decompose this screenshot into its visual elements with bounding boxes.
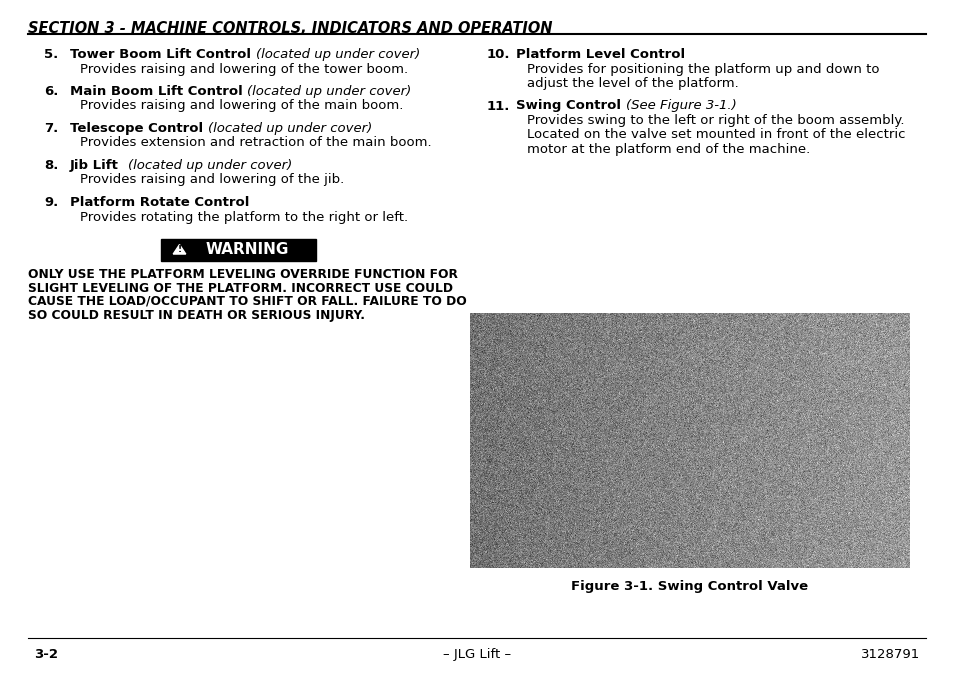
- Text: Swing Control: Swing Control: [516, 99, 625, 112]
- Text: Provides raising and lowering of the main boom.: Provides raising and lowering of the mai…: [80, 99, 403, 112]
- Text: Jib Lift: Jib Lift: [70, 159, 128, 172]
- Text: 5.: 5.: [44, 48, 58, 61]
- Polygon shape: [173, 245, 186, 254]
- Text: Provides for positioning the platform up and down to: Provides for positioning the platform up…: [526, 62, 879, 76]
- Text: SECTION 3 - MACHINE CONTROLS, INDICATORS AND OPERATION: SECTION 3 - MACHINE CONTROLS, INDICATORS…: [28, 21, 552, 36]
- Text: SO COULD RESULT IN DEATH OR SERIOUS INJURY.: SO COULD RESULT IN DEATH OR SERIOUS INJU…: [28, 308, 365, 322]
- Text: Provides raising and lowering of the jib.: Provides raising and lowering of the jib…: [80, 174, 344, 187]
- Text: Main Boom Lift Control: Main Boom Lift Control: [70, 85, 247, 98]
- Bar: [161, 239, 316, 261]
- Text: Provides rotating the platform to the right or left.: Provides rotating the platform to the ri…: [80, 210, 408, 224]
- Text: 7.: 7.: [44, 122, 58, 135]
- Text: Provides extension and retraction of the main boom.: Provides extension and retraction of the…: [80, 137, 431, 149]
- Text: (See Figure 3-1.): (See Figure 3-1.): [625, 99, 736, 112]
- Text: Platform Level Control: Platform Level Control: [516, 48, 684, 61]
- Text: 3-2: 3-2: [34, 648, 58, 661]
- Text: adjust the level of the platform.: adjust the level of the platform.: [526, 77, 738, 90]
- Text: motor at the platform end of the machine.: motor at the platform end of the machine…: [526, 143, 809, 156]
- Text: SLIGHT LEVELING OF THE PLATFORM. INCORRECT USE COULD: SLIGHT LEVELING OF THE PLATFORM. INCORRE…: [28, 281, 453, 295]
- Text: Figure 3-1. Swing Control Valve: Figure 3-1. Swing Control Valve: [571, 580, 808, 593]
- Text: 9.: 9.: [44, 196, 58, 209]
- Text: – JLG Lift –: – JLG Lift –: [442, 648, 511, 661]
- Text: CAUSE THE LOAD/OCCUPANT TO SHIFT OR FALL. FAILURE TO DO: CAUSE THE LOAD/OCCUPANT TO SHIFT OR FALL…: [28, 295, 466, 308]
- Text: (located up under cover): (located up under cover): [255, 48, 419, 61]
- Text: WARNING: WARNING: [205, 243, 289, 258]
- Text: (located up under cover): (located up under cover): [128, 159, 292, 172]
- Text: 10.: 10.: [486, 48, 510, 61]
- Text: Located on the valve set mounted in front of the electric: Located on the valve set mounted in fron…: [526, 128, 904, 141]
- Text: Telescope Control: Telescope Control: [70, 122, 208, 135]
- Text: Tower Boom Lift Control: Tower Boom Lift Control: [70, 48, 255, 61]
- Text: ONLY USE THE PLATFORM LEVELING OVERRIDE FUNCTION FOR: ONLY USE THE PLATFORM LEVELING OVERRIDE …: [28, 268, 457, 281]
- Text: 8.: 8.: [44, 159, 58, 172]
- Text: 6.: 6.: [44, 85, 58, 98]
- Text: (located up under cover): (located up under cover): [208, 122, 372, 135]
- Text: 11.: 11.: [486, 99, 510, 112]
- Text: 3128791: 3128791: [860, 648, 919, 661]
- Text: !: !: [177, 245, 181, 254]
- Text: Platform Rotate Control: Platform Rotate Control: [70, 196, 249, 209]
- Text: Provides swing to the left or right of the boom assembly.: Provides swing to the left or right of t…: [526, 114, 903, 127]
- Text: Provides raising and lowering of the tower boom.: Provides raising and lowering of the tow…: [80, 62, 408, 76]
- Text: (located up under cover): (located up under cover): [247, 85, 411, 98]
